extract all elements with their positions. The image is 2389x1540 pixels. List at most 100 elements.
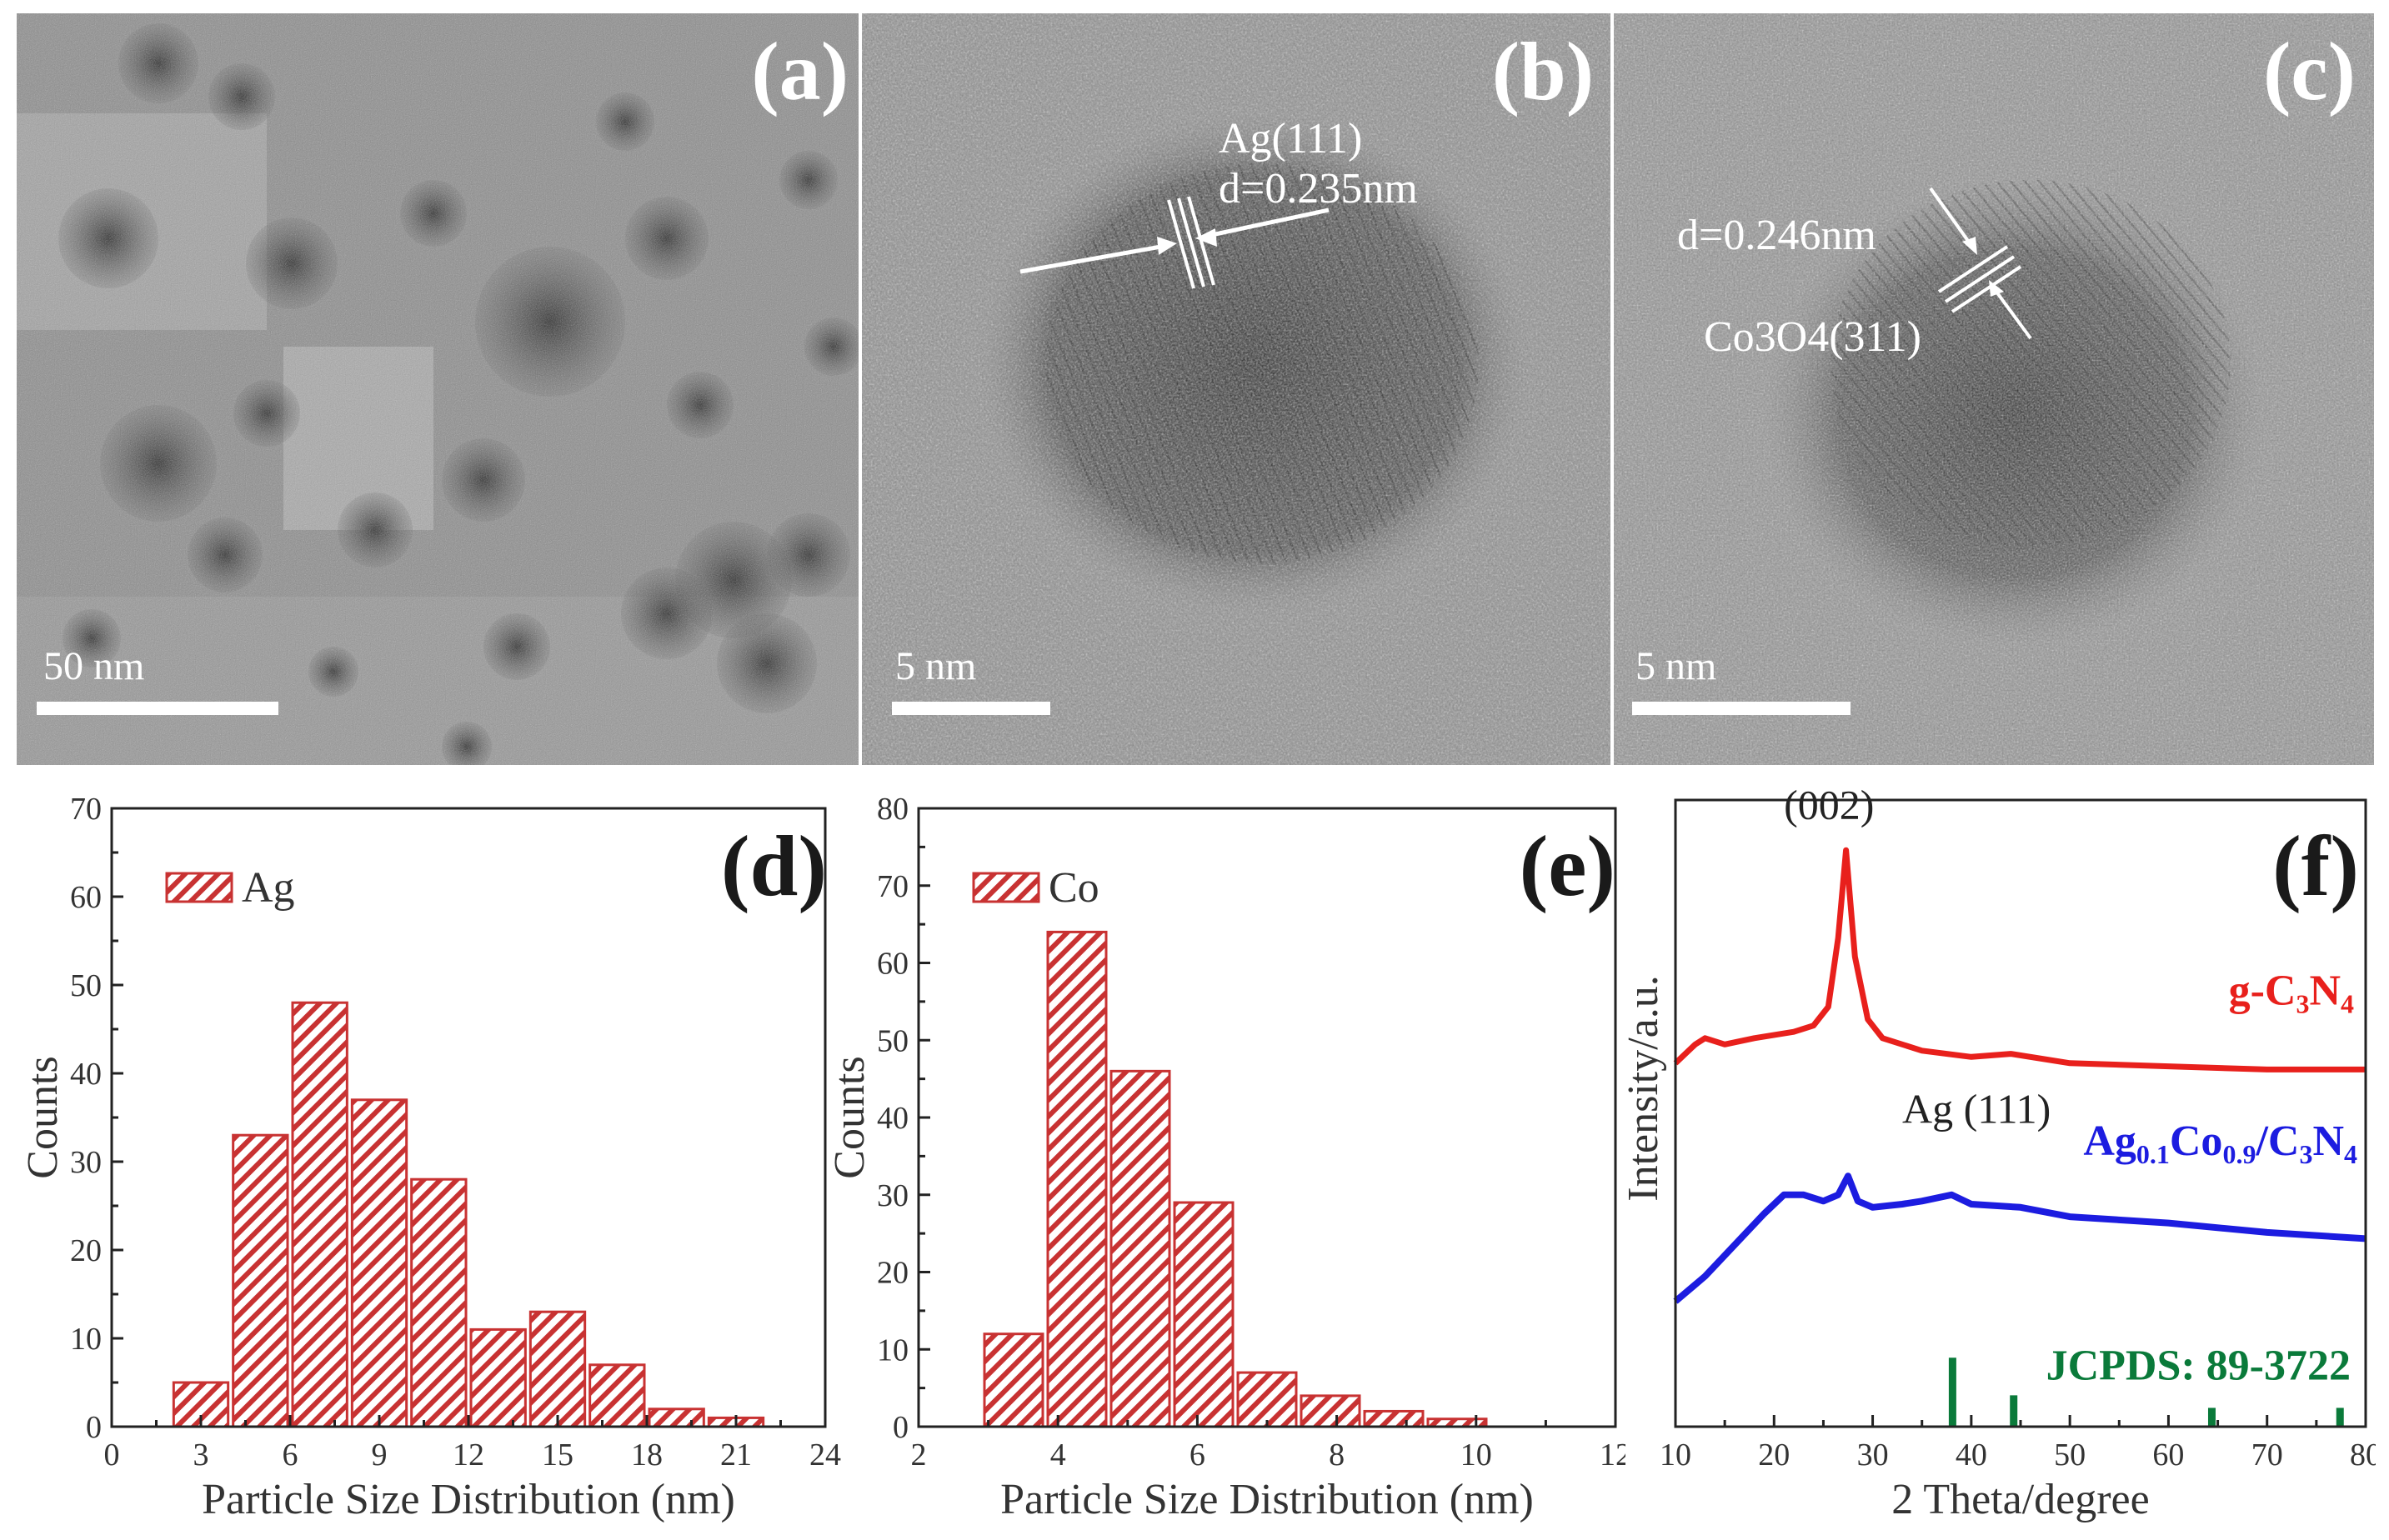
scale-label-a: 50 nm (43, 644, 145, 688)
x-tick-label: 0 (104, 1438, 120, 1472)
peak-annotation-ag111: Ag (111) (1902, 1085, 2051, 1132)
spacing-label-c: d=0.246nm (1677, 212, 1876, 259)
bar (291, 1001, 348, 1428)
legend-label: Co (1049, 864, 1099, 912)
chart-f-svg: 10 20 30 40 50 60 70 80 2 Theta/degree Intensity/… (1620, 782, 2381, 1523)
bar (983, 1332, 1044, 1428)
x-tick-label: 4 (1050, 1438, 1066, 1472)
legend-swatch (165, 872, 233, 903)
x-tick-label: 80 (2350, 1438, 2376, 1472)
bar (1363, 1409, 1425, 1428)
bar (1300, 1394, 1361, 1428)
series-label-ag-co: Ag0.1Co0.9/C3N4 (2083, 1118, 2357, 1169)
series-line-gc3n4 (1673, 847, 2366, 1072)
x-tick-label: 12 (1600, 1438, 1625, 1472)
chart-f: 10 20 30 40 50 60 70 80 2 Theta/degree Intensity/… (1620, 775, 2381, 1533)
y-tick-label: 70 (70, 792, 102, 827)
y-tick-label: 40 (70, 1057, 102, 1092)
lattice-marker-b (1019, 196, 1330, 289)
x-tick-label: 12 (453, 1438, 484, 1472)
legend-swatch (972, 872, 1040, 903)
bar (588, 1363, 646, 1428)
x-axis-label: 2 Theta/degree (1891, 1476, 2149, 1523)
x-tick-label: 6 (283, 1438, 298, 1472)
bar (1236, 1371, 1298, 1428)
y-tick-label: 0 (893, 1410, 909, 1445)
spacing-label-b: d=0.235nm (1219, 165, 1418, 212)
y-axis-label: Counts (19, 1056, 67, 1178)
y-tick-label: 0 (86, 1410, 102, 1445)
y-tick-label: 50 (70, 968, 102, 1003)
x-axis-label: Particle Size Distribution (nm) (202, 1476, 735, 1523)
y-tick-label: 30 (70, 1145, 102, 1180)
bar (232, 1133, 289, 1428)
panel-label-e: (e) (1519, 818, 1615, 914)
tem-image-b: (b) Ag(111) d=0.235nm 5 nm (862, 13, 1610, 765)
x-tick-label: 40 (1956, 1438, 1987, 1472)
tem-texture-c (1614, 13, 2374, 765)
tem-image-a: (a) 50 nm (17, 13, 859, 765)
peak-annotation-002: (002) (1784, 782, 1874, 828)
y-axis-label: Intensity/a.u. (1625, 975, 1667, 1202)
x-tick-label: 60 (2152, 1438, 2184, 1472)
y-axis-label: Counts (826, 1056, 874, 1178)
y-tick-label: 80 (877, 792, 909, 827)
lattice-marker-c (1929, 187, 2032, 340)
series-line-ag-co (1673, 1172, 2366, 1304)
bar (469, 1328, 527, 1428)
x-tick-label: 10 (1660, 1438, 1691, 1472)
x-tick-label: 50 (2054, 1438, 2086, 1472)
x-tick-label: 24 (809, 1438, 841, 1472)
x-tick-label: 2 (911, 1438, 927, 1472)
scale-bar-b (892, 702, 1050, 715)
plane-label-b: Ag(111) (1219, 115, 1363, 162)
x-axis-label: Particle Size Distribution (nm) (1000, 1476, 1534, 1523)
reference-label: JCPDS: 89-3722 (2046, 1342, 2351, 1390)
y-tick-label: 60 (877, 947, 909, 982)
tem-texture-a (17, 13, 859, 765)
legend-label: Ag (242, 864, 295, 912)
tem-texture-b (862, 13, 1610, 765)
x-tick-label: 8 (1329, 1438, 1345, 1472)
y-tick-label: 50 (877, 1023, 909, 1058)
x-tick-label: 70 (2251, 1438, 2283, 1472)
tem-image-c: (c) d=0.246nm Co3O4(311) 5 nm (1614, 13, 2374, 765)
y-tick-label: 40 (877, 1101, 909, 1136)
x-tick-label: 15 (542, 1438, 573, 1472)
x-tick-label: 9 (372, 1438, 388, 1472)
panel-label-c: (c) (2263, 25, 2356, 118)
x-tick-label: 3 (193, 1438, 209, 1472)
panel-label-a: (a) (751, 25, 849, 118)
bar (1046, 930, 1108, 1428)
y-tick-label: 70 (877, 869, 909, 904)
scale-label-c: 5 nm (1635, 644, 1717, 688)
panel-label-d: (d) (720, 818, 827, 914)
bar (528, 1310, 587, 1428)
y-tick-label: 20 (70, 1233, 102, 1268)
y-tick-label: 20 (877, 1256, 909, 1291)
bar (350, 1098, 408, 1428)
y-tick-label: 10 (70, 1322, 102, 1357)
bar (1173, 1201, 1235, 1428)
chart-e: 2 4 6 8 10 12 0 10 20 30 40 50 60 70 80 Particle Size D… (825, 775, 1631, 1533)
panel-label-b: (b) (1491, 25, 1594, 118)
bar (410, 1178, 468, 1428)
panel-label-f: (f) (2272, 818, 2359, 914)
scale-bar-a (37, 702, 278, 715)
x-tick-label: 6 (1189, 1438, 1205, 1472)
y-tick-label: 30 (877, 1178, 909, 1213)
x-tick-label: 21 (720, 1438, 752, 1472)
bar (1109, 1069, 1171, 1428)
plane-label-c: Co3O4(311) (1704, 313, 1921, 361)
x-tick-label: 30 (1857, 1438, 1889, 1472)
bar (648, 1408, 705, 1428)
x-tick-label: 20 (1758, 1438, 1790, 1472)
chart-d: 0 3 6 9 12 15 18 21 24 0 10 20 30 40 50 60 70 Particle Si… (0, 775, 842, 1533)
x-tick-label: 10 (1460, 1438, 1492, 1472)
y-tick-label: 60 (70, 880, 102, 915)
y-tick-label: 10 (877, 1332, 909, 1368)
series-label-gc3n4: g-C3N4 (2229, 968, 2354, 1019)
x-tick-label: 18 (631, 1438, 663, 1472)
chart-d-svg: 0 3 6 9 12 15 18 21 24 0 10 20 30 40 50 60 70 Particle Si… (19, 792, 841, 1523)
chart-e-svg: 2 4 6 8 10 12 0 10 20 30 40 50 60 70 80 Particle Size D… (826, 792, 1631, 1523)
